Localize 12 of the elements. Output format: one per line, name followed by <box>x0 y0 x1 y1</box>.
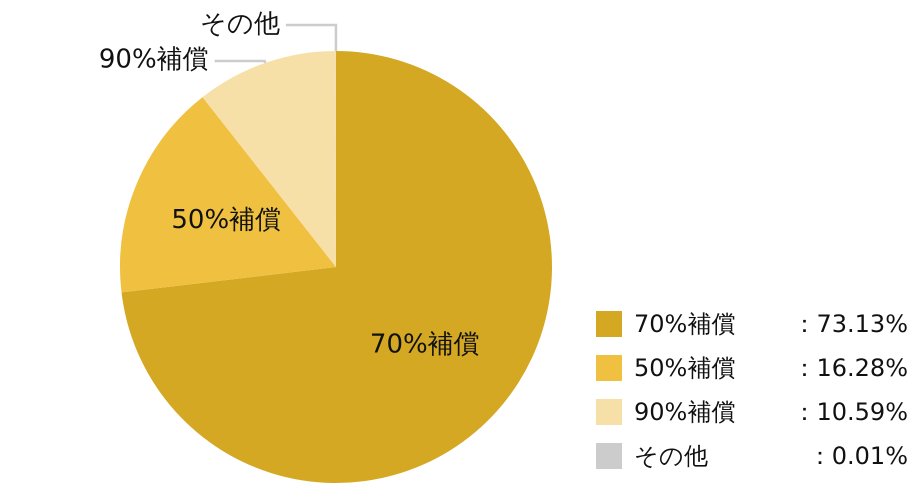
slice-label: その他 <box>200 8 280 39</box>
data-label: ：16.28% <box>791 353 908 384</box>
data-label: ：10.59% <box>791 397 908 428</box>
slice-label: 70%補償 <box>370 330 480 360</box>
legend-label: 90%補償 <box>634 397 736 428</box>
legend-label: 70%補償 <box>634 309 736 340</box>
slice-label: 90%補償 <box>98 44 209 75</box>
legend-label: 50%補償 <box>634 353 736 384</box>
slice-label: 50%補償 <box>171 205 282 236</box>
data-label: ：73.13% <box>791 309 908 340</box>
legend-label: その他 <box>634 441 709 472</box>
data-label: ：0.01% <box>806 441 908 472</box>
